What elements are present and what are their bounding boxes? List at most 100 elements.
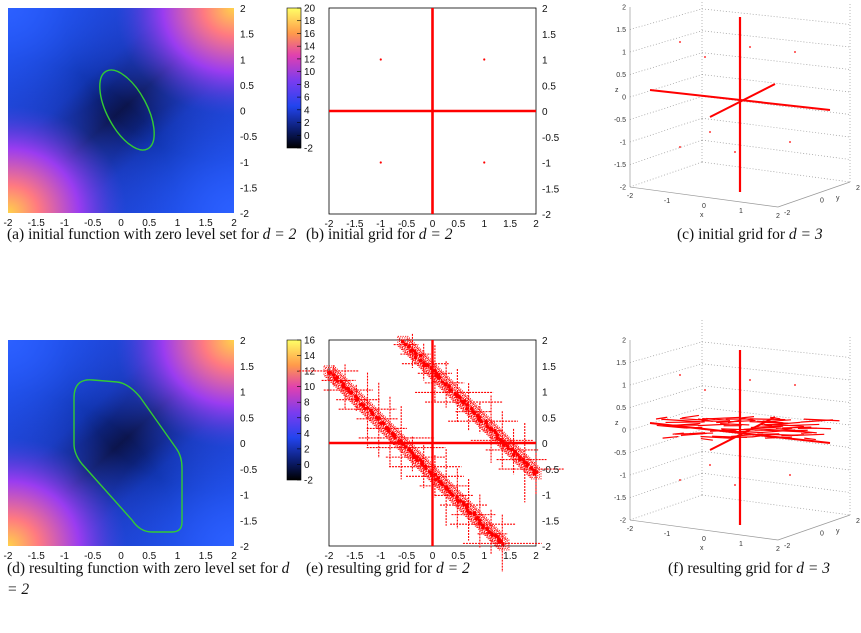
colorbar-tick-label: 20 xyxy=(304,4,316,15)
caption-d: (d) resulting function with zero level s… xyxy=(7,558,303,600)
colorbar-tick-label: 2 xyxy=(304,444,310,455)
grid-point xyxy=(789,141,791,143)
zero-level-contour xyxy=(99,69,155,151)
x-tick-label: 0 xyxy=(118,218,124,229)
x-tick-label: -2 xyxy=(325,551,334,562)
grid-marks-3d xyxy=(649,17,831,192)
colorbar-tick-label: -2 xyxy=(304,476,313,487)
gridline xyxy=(701,74,851,93)
panel-e-grid: -2 -1.5 -1 -0.5 0 0.5 1 1.5 2 2 1.5 1 0.5 0 -0.5 -1 -1.5… xyxy=(299,333,564,573)
x-tick-label: -2 xyxy=(627,526,633,533)
z-axis-label: z xyxy=(615,420,619,427)
y-tick-label: 0.5 xyxy=(240,413,254,424)
axis-edge xyxy=(629,186,779,208)
axis-edge xyxy=(777,514,851,541)
x-tick-label: -1.5 xyxy=(28,551,46,562)
grid-marks xyxy=(329,8,536,214)
y-tick-label: 0.5 xyxy=(240,81,254,92)
z-tick-label: 0 xyxy=(622,428,626,435)
z-tick-label: 1.5 xyxy=(616,27,626,34)
y-tick-label: 1.5 xyxy=(240,30,254,41)
y-tick-label: -1.5 xyxy=(542,516,560,527)
y-tick-label: 2 xyxy=(240,336,246,347)
refined-grid-line xyxy=(803,418,840,422)
zero-level-contour xyxy=(73,379,183,533)
y-tick-label: 0.5 xyxy=(542,81,556,92)
refined-grid-line xyxy=(685,426,703,429)
x-tick-label: 2 xyxy=(231,551,237,562)
x-tick-label: 1 xyxy=(481,551,487,562)
x-tick-label: -2 xyxy=(4,218,13,229)
y-tick-label: 1.5 xyxy=(542,362,556,373)
refined-grid-line xyxy=(656,424,686,429)
x-tick-label: 0.5 xyxy=(451,219,465,230)
refined-cell xyxy=(495,536,507,548)
x-tick-label: -1 xyxy=(60,551,69,562)
caption-f-label: (f) xyxy=(668,560,684,577)
grid-point xyxy=(794,384,796,386)
refined-grid-line xyxy=(702,417,716,421)
x-tick-label: -1.5 xyxy=(28,218,46,229)
grid-point xyxy=(789,474,791,476)
y-tick-label: 0.5 xyxy=(542,413,556,424)
grid-point xyxy=(517,457,522,462)
caption-d-text: resulting function with zero level set f… xyxy=(28,560,278,577)
x-tick-label: 1.5 xyxy=(503,551,517,562)
refined-grid-line xyxy=(768,419,792,423)
grid-point xyxy=(532,472,536,476)
refined-grid-line xyxy=(791,433,825,437)
caption-a: (a) initial function with zero level set… xyxy=(7,224,297,245)
x-axis-label: x xyxy=(700,212,704,219)
z-tick-label: -2 xyxy=(620,185,626,192)
gridline xyxy=(701,30,851,48)
x-tick-label: 1 xyxy=(739,541,743,548)
refined-grid-line xyxy=(765,436,793,439)
gridline xyxy=(701,472,851,493)
y-tick-label: -2 xyxy=(542,542,551,553)
gridline xyxy=(629,139,703,165)
z-tick-label: -1.5 xyxy=(614,495,626,502)
grid-point xyxy=(505,444,510,448)
y-tick-label: 2 xyxy=(542,336,548,347)
caption-c-text: initial grid for xyxy=(698,226,786,243)
z-tick-label: 1.5 xyxy=(616,360,626,367)
x-tick-label: 1 xyxy=(175,551,181,562)
colorbar-tick-label: 16 xyxy=(304,29,316,40)
x-tick-label: -1.5 xyxy=(346,219,364,230)
grid-line xyxy=(649,422,831,444)
refined-grid-line xyxy=(661,418,701,423)
y-tick-label: 2 xyxy=(856,518,860,525)
x-tick-label: -2 xyxy=(325,219,334,230)
x-tick-label: -0.5 xyxy=(398,551,416,562)
back-edge xyxy=(629,494,703,521)
gridline xyxy=(629,450,703,476)
x-axis-label: x xyxy=(700,545,704,552)
panel-b-grid: -2 -1.5 -1 -0.5 0 0.5 1 1.5 2 2 1.5 1 0.5 0 -0.5 -1 -1.5… xyxy=(325,4,560,230)
y-tick-label: -1.5 xyxy=(240,183,258,194)
grid-point xyxy=(379,58,382,61)
y-tick-label: -0.5 xyxy=(542,133,560,144)
x-tick-label: 2 xyxy=(231,218,237,229)
refined-grid-line xyxy=(731,433,754,438)
y-tick-label: 0 xyxy=(542,107,548,118)
refined-grid-line xyxy=(782,426,812,429)
grid-point xyxy=(794,51,796,53)
refined-grid-line xyxy=(716,419,755,424)
colorbar xyxy=(286,7,302,149)
grid-point xyxy=(709,464,711,466)
caption-d-math: d = 2 xyxy=(7,560,290,598)
z-tick-label: 1 xyxy=(622,50,626,57)
x-tick-label: 0 xyxy=(702,203,706,210)
y-tick-label: 0 xyxy=(240,439,246,450)
grid-point xyxy=(415,455,420,459)
caption-b-label: (b) xyxy=(306,226,325,243)
grid-point xyxy=(501,542,505,546)
grid-line xyxy=(709,83,776,118)
z-tick-label: 0.5 xyxy=(616,72,626,79)
caption-b-math: d = 2 xyxy=(418,226,453,243)
x-tick-label: 0 xyxy=(702,536,706,543)
grid-point xyxy=(496,535,500,539)
caption-a-text: initial function with zero level set for xyxy=(28,226,259,243)
